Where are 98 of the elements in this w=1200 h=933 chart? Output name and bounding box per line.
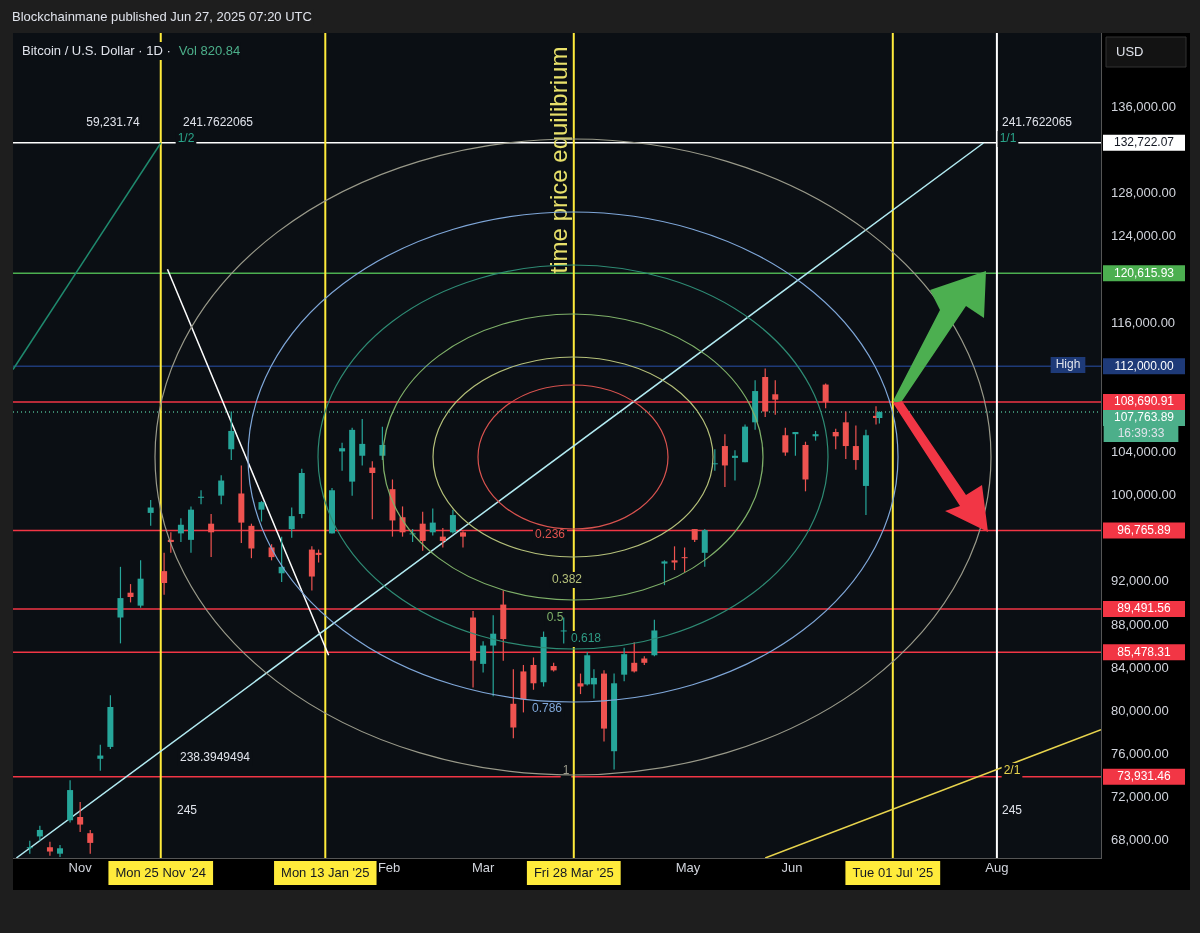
candlestick	[731, 449, 738, 482]
candlestick	[832, 428, 839, 450]
candlestick	[339, 442, 346, 472]
candlestick	[97, 744, 104, 772]
annotation: 245	[1001, 803, 1023, 818]
candlestick	[248, 523, 255, 559]
candlestick	[631, 641, 638, 674]
candlestick	[480, 640, 487, 674]
text: Vol 820.84	[178, 42, 241, 58]
candlestick	[671, 545, 678, 571]
y-tick-label: 104,000.00	[1111, 444, 1177, 460]
annotation: 1/2	[177, 131, 195, 146]
annotation: time price equilibrium	[544, 46, 572, 274]
y-tick-label: 116,000.00	[1111, 314, 1176, 330]
candlestick	[369, 460, 376, 520]
ref-line-label: Mon 25 Nov '24	[115, 864, 207, 880]
candlestick	[46, 841, 53, 857]
y-tick-label: 124,000.00	[1111, 228, 1177, 244]
y-tick-label: 72,000.00	[1111, 789, 1169, 805]
candlestick	[510, 668, 517, 739]
annotation: 1/1	[999, 131, 1017, 146]
y-tick-label: 136,000.00	[1111, 98, 1177, 114]
annotation: 245	[176, 803, 198, 818]
candlestick	[842, 410, 849, 460]
candlestick	[792, 431, 799, 457]
annotation: 59,231.74	[86, 115, 141, 130]
candlestick	[782, 427, 789, 457]
candlestick	[721, 433, 728, 488]
ref-line-label: 73,931.46	[1117, 769, 1172, 784]
ref-line-label: 112,000.00	[1114, 358, 1174, 373]
annotation: High	[1055, 357, 1081, 372]
candlestick	[359, 418, 366, 467]
candlestick	[530, 656, 537, 691]
annotation: 0.618	[570, 631, 602, 646]
candlestick	[127, 583, 134, 604]
candlestick	[429, 507, 436, 537]
candlestick	[701, 528, 708, 568]
ref-line-label: Fri 28 Mar '25	[533, 864, 614, 880]
annotation: 1	[562, 763, 570, 778]
ref-line-label: Mon 13 Jan '25	[281, 864, 370, 880]
ref-line-label: 120,615.93	[1113, 265, 1175, 280]
y-tick-label: 100,000.00	[1111, 487, 1177, 503]
annotation: 238.3949494	[179, 750, 251, 765]
candlestick	[661, 559, 668, 586]
candlestick	[449, 509, 456, 534]
candlestick	[822, 382, 829, 409]
candlestick	[288, 506, 295, 539]
text: 16:39:33	[1117, 426, 1165, 441]
candlestick	[621, 647, 628, 682]
annotation: 241.7622065	[1001, 115, 1073, 130]
candlestick	[852, 424, 859, 471]
y-tick-label: 68,000.00	[1111, 832, 1169, 848]
candlestick	[177, 517, 184, 543]
candlestick	[439, 527, 446, 549]
candlestick	[681, 546, 688, 573]
candlestick	[208, 513, 215, 558]
candlestick	[228, 410, 235, 461]
ref-line-label: 85,478.31	[1117, 644, 1172, 659]
candlestick	[87, 829, 94, 855]
x-tick-label: Feb	[377, 860, 401, 876]
ref-line-label: 89,491.56	[1117, 601, 1172, 616]
y-tick-label: 76,000.00	[1111, 746, 1169, 762]
annotation: 0.236	[534, 527, 566, 542]
annotation: 0.5	[546, 610, 564, 625]
x-tick-label: Nov	[68, 860, 93, 876]
ref-line-label: 96,765.89	[1117, 522, 1172, 537]
y-tick-label: 80,000.00	[1111, 702, 1169, 718]
annotation: 241.7622065	[182, 115, 254, 130]
x-tick-label: Jun	[781, 860, 803, 876]
annotation: 0.786	[531, 701, 563, 716]
y-tick-label: 128,000.00	[1111, 185, 1177, 201]
candlestick	[36, 825, 43, 842]
candlestick	[198, 489, 205, 505]
ref-line-label: 132,722.07	[1113, 135, 1175, 150]
y-tick-label: 88,000.00	[1111, 616, 1169, 632]
candlestick	[147, 499, 154, 527]
annotation: 2/1	[1003, 763, 1021, 778]
text: Blockchainmane published Jun 27, 2025 07:20 UTC	[12, 8, 312, 24]
ref-line-label: 108,690.91	[1113, 394, 1175, 409]
candlestick	[117, 566, 124, 644]
x-tick-label: Mar	[471, 860, 495, 876]
candlestick	[77, 801, 84, 833]
y-tick-label: 84,000.00	[1111, 659, 1169, 675]
candlestick	[459, 530, 466, 549]
candlestick	[419, 511, 426, 552]
ref-line-label: 107,763.89	[1113, 410, 1175, 425]
y-axis-title: USD	[1116, 43, 1144, 59]
text: Bitcoin / U.S. Dollar · 1D ·	[22, 42, 171, 58]
x-tick-label: Aug	[985, 860, 1009, 876]
candlestick	[161, 552, 168, 596]
annotation: 0.382	[551, 572, 583, 587]
x-tick-label: May	[675, 860, 701, 876]
candlestick	[258, 500, 265, 523]
candlestick	[218, 474, 225, 505]
y-tick-label: 92,000.00	[1111, 573, 1169, 589]
ref-line-label: Tue 01 Jul '25	[852, 864, 934, 880]
candlestick	[577, 672, 584, 695]
candlestick	[772, 379, 779, 416]
